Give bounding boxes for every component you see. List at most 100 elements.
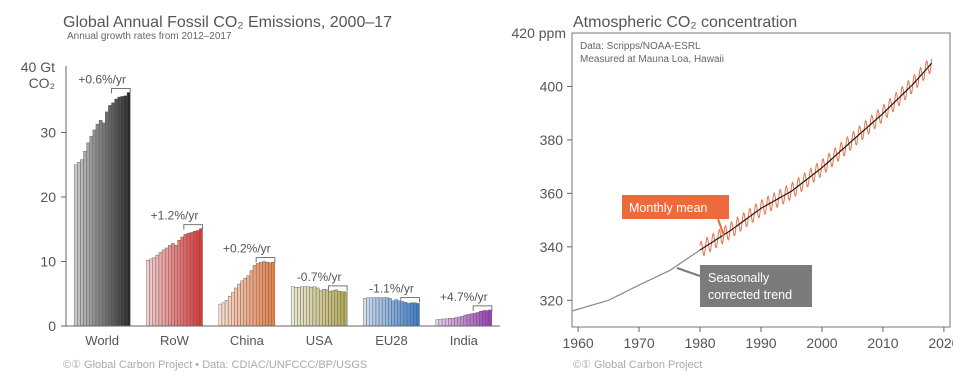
bar-eu28 [381,297,386,327]
bar-india [444,318,449,327]
right-footer: ©① Global Carbon Project [573,359,702,371]
x-tick-label: 1980 [684,335,715,351]
growth-rate-label: +1.2%/yr [151,209,199,223]
monthly-mean-line [699,58,933,257]
y-tick-label: 30 [40,125,56,141]
bar-row [180,236,185,327]
growth-rate-bracket [111,88,131,94]
bar-china [243,278,248,327]
growth-rate-label: +0.2%/yr [223,242,271,256]
bar-china [227,296,232,327]
bar-row [196,230,200,327]
right-chart-title: Atmospheric CO₂ concentration [573,14,797,31]
growth-rate-bracket [472,305,493,311]
bar-eu28 [403,301,408,327]
bar-world [77,161,81,327]
monthly-mean-pointer [717,218,725,237]
growth-rate-label: -1.1%/yr [369,281,414,295]
bar-china [249,270,254,327]
bar-china [255,263,260,327]
bar-china [271,261,276,327]
bar-eu28 [391,300,395,327]
bar-usa [318,290,323,327]
bar-china [252,265,257,327]
bar-china [262,261,266,327]
bar-china [234,287,238,327]
y-tick-label: 340 [540,239,564,255]
bar-usa [337,290,342,327]
bar-india [435,319,440,327]
left-chart-title: Global Annual Fossil CO₂ Emissions, 2000… [63,14,392,31]
category-label: World [85,333,119,348]
bar-eu28 [385,297,389,327]
trend-pointer [676,267,701,277]
bar-usa [322,289,326,327]
bar-world [86,142,90,327]
monthly-mean-label: Monthly mean [629,201,708,215]
bar-world [117,96,122,327]
bar-usa [334,289,339,327]
bar-india [469,313,474,327]
trend-box [700,265,812,307]
bar-world [98,120,103,327]
bar-usa [303,286,307,327]
left-chart-subtitle: Annual growth rates from 2012–2017 [67,31,232,42]
bar-india [482,310,486,327]
bar-eu28 [366,297,370,327]
trend-label-line2: corrected trend [708,288,792,302]
bar-usa [331,290,335,327]
bar-usa [343,291,348,327]
bar-usa [300,286,304,327]
bar-china [218,303,223,327]
bar-world [111,102,115,327]
trend-line [699,62,933,251]
growth-rate-label: +4.7%/yr [440,290,488,304]
bar-china [237,283,241,327]
y-tick-label: 360 [540,185,564,201]
growth-rate-bracket [183,224,203,230]
bar-usa [309,287,314,327]
left-bar-plot: 0 10 20 30 +0.6%/yr World +1.2%/yr RoW +0.2%/yr C… [40,66,500,348]
bar-china [268,262,272,327]
bar-india [451,318,455,327]
bar-world [101,122,106,327]
trend-callout: Seasonally corrected trend [676,265,812,307]
bar-eu28 [400,301,405,327]
bar-eu28 [397,300,402,327]
right-source-line2: Measured at Mauna Loa, Hawaii [580,54,724,65]
bar-china [265,261,269,327]
bar-eu28 [363,298,367,327]
bar-india [463,314,468,327]
y-tick-label: 380 [540,132,564,148]
bar-eu28 [413,302,417,327]
bar-india [441,318,446,327]
bar-world [89,136,94,327]
bar-usa [325,289,329,327]
bar-world [123,95,128,327]
bar-india [460,316,465,327]
right-source-line1: Data: Scripps/NOAA-ESRL [580,41,701,52]
bar-world [120,96,125,327]
bar-china [259,261,263,327]
bar-india [466,314,471,327]
bar-china [221,302,226,327]
left-footer: ©① Global Carbon Project • Data: CDIAC/U… [63,359,367,371]
growth-rate-label: +0.6%/yr [78,73,126,87]
bar-usa [294,287,298,327]
x-tick-label: 1990 [745,335,776,351]
bar-usa [328,290,332,327]
bar-row [171,243,175,327]
bar-world [105,111,109,327]
category-label: USA [306,333,333,348]
trend-line-early [571,249,701,312]
bar-eu28 [388,298,392,327]
bar-row [174,245,178,327]
left-y-unit-bottom: CO₂ [29,75,55,91]
bar-row [164,247,169,327]
bar-row [192,230,197,327]
bar-world [92,129,97,327]
bar-eu28 [409,302,414,327]
growth-rate-bracket [400,296,420,303]
bar-row [149,258,153,327]
